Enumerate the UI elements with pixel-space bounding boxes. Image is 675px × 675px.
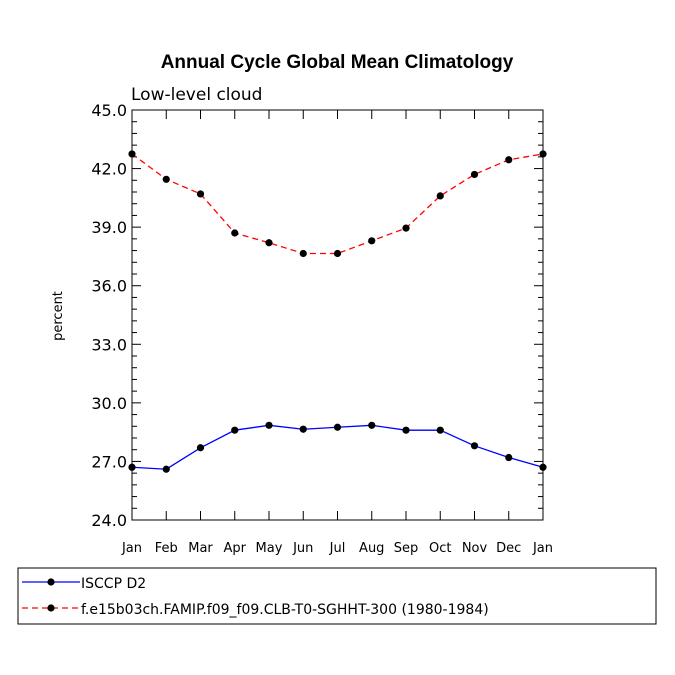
plot-area: 24.0 27.0 30.0 33.0 36.0 39.0 42.0 45.0 Jan Feb Ma… xyxy=(91,101,553,556)
data-point-2 xyxy=(265,239,273,247)
chart-subtitle: Low-level cloud xyxy=(131,85,262,105)
y-tick-label: 27.0 xyxy=(91,452,127,471)
y-axis-label: percent xyxy=(51,291,66,341)
legend-marker-2 xyxy=(47,604,55,612)
data-point-2 xyxy=(539,150,547,158)
y-tick-label: 39.0 xyxy=(91,218,127,237)
data-point-1 xyxy=(333,423,342,431)
data-point-2 xyxy=(299,249,307,258)
y-tick-label: 45.0 xyxy=(91,101,127,120)
x-tick-label: Jan xyxy=(121,541,142,556)
data-point-1 xyxy=(299,425,307,433)
legend-label-1: ISCCP D2 xyxy=(81,576,146,592)
y-tick-label: 24.0 xyxy=(91,511,127,530)
x-tick-label: Sep xyxy=(394,541,419,556)
data-point-1 xyxy=(162,465,170,473)
legend-box xyxy=(17,567,657,625)
series-line-1 xyxy=(131,424,544,470)
data-point-1 xyxy=(402,426,410,434)
legend-marker-1 xyxy=(47,578,55,586)
legend-label-2: f.e15b03ch.FAMIP.f09_f09.CLB-T0-SGHHT-30… xyxy=(81,602,489,618)
data-point-2 xyxy=(128,150,136,158)
data-point-1 xyxy=(265,421,273,429)
y-tick-label: 42.0 xyxy=(91,160,127,179)
y-tick-label: 36.0 xyxy=(91,277,127,296)
series-line-2 xyxy=(131,153,544,255)
data-point-2 xyxy=(333,249,342,258)
x-tick-label: Jan xyxy=(532,541,553,556)
data-point-2 xyxy=(368,237,376,245)
data-point-1 xyxy=(539,463,547,471)
y-tick-label: 30.0 xyxy=(91,394,127,413)
data-point-2 xyxy=(231,229,239,237)
data-point-2 xyxy=(162,175,170,183)
data-point-1 xyxy=(128,463,136,471)
data-point-2 xyxy=(402,224,410,232)
data-point-2 xyxy=(436,192,444,200)
x-tick-label: Mar xyxy=(188,541,213,556)
data-point-2 xyxy=(505,156,513,164)
data-point-1 xyxy=(231,426,239,434)
x-tick-label: Jul xyxy=(329,541,346,556)
data-point-1 xyxy=(368,421,376,429)
chart-title: Annual Cycle Global Mean Climatology xyxy=(161,52,514,73)
y-tick-label: 33.0 xyxy=(91,335,127,354)
x-tick-label: Dec xyxy=(496,541,521,556)
x-tick-label: Nov xyxy=(462,541,488,556)
x-tick-label: Oct xyxy=(429,541,451,556)
data-point-2 xyxy=(196,190,205,198)
data-point-2 xyxy=(470,170,479,179)
x-tick-label: Feb xyxy=(155,541,178,556)
legend: ISCCP D2 f.e15b03ch.FAMIP.f09_f09.CLB-T0-… xyxy=(17,567,657,625)
x-tick-label: Apr xyxy=(224,541,247,556)
x-tick-label: May xyxy=(256,541,283,556)
data-point-1 xyxy=(196,444,205,452)
data-point-1 xyxy=(505,453,513,462)
x-tick-label: Jun xyxy=(292,541,313,556)
x-tick-label: Aug xyxy=(359,541,384,556)
data-point-1 xyxy=(436,426,444,434)
data-point-1 xyxy=(470,442,479,450)
